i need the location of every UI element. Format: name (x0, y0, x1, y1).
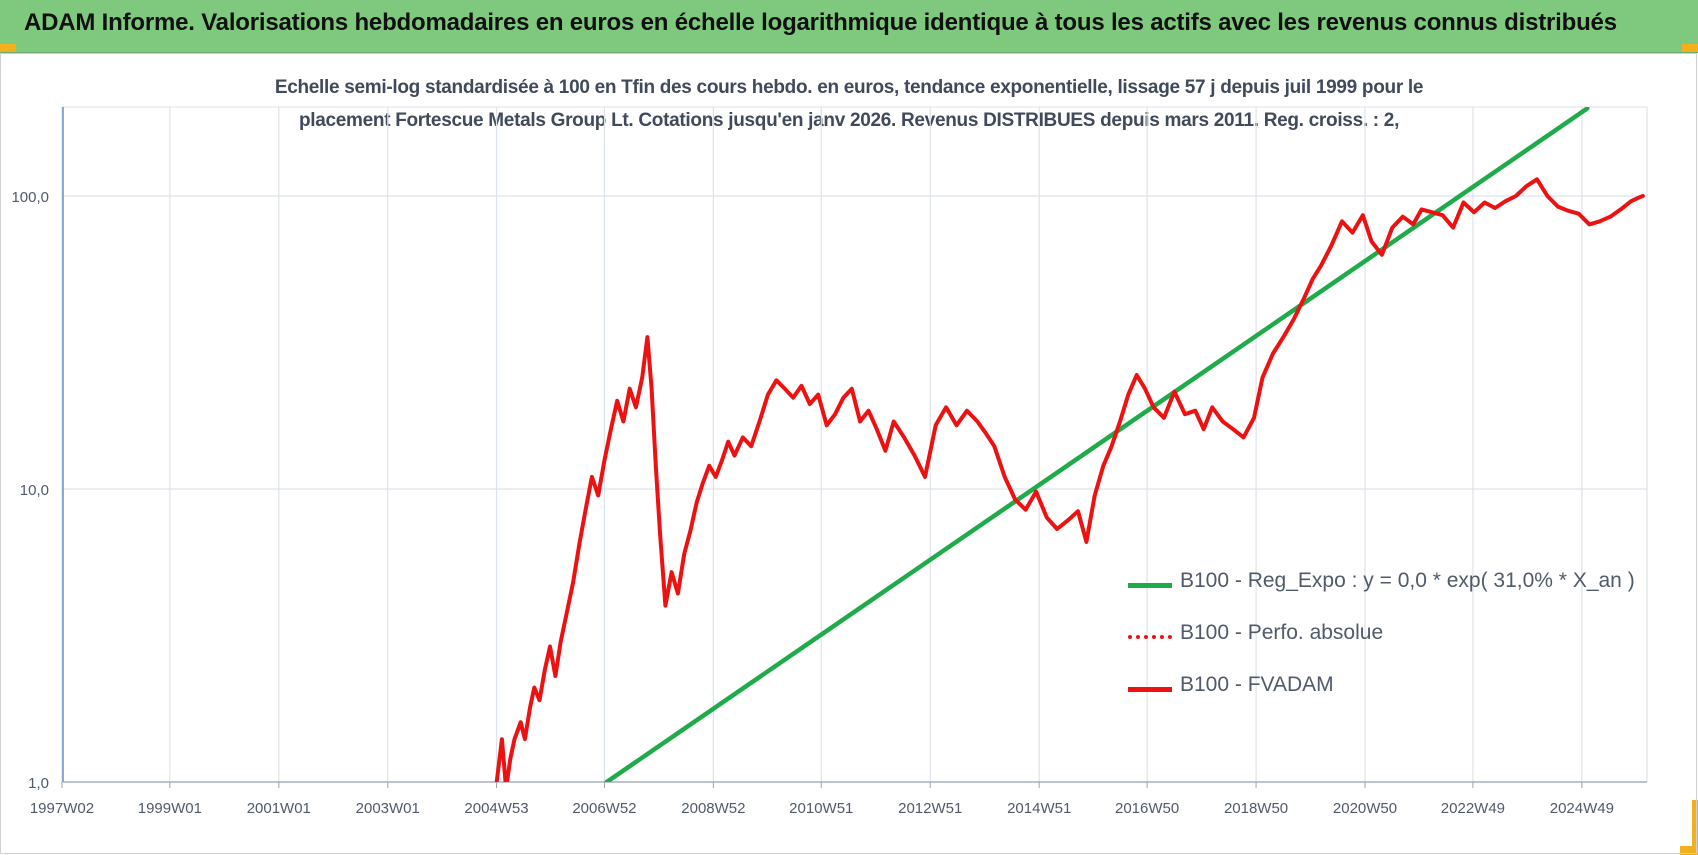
page-title: ADAM Informe. Valorisations hebdomadaire… (24, 9, 1617, 36)
series-fvadam-line (494, 177, 1645, 782)
corner-marker-bottom-right-h (1680, 846, 1698, 855)
y-tick-label: 10,0 (20, 482, 49, 499)
x-tick-label: 2001W01 (247, 800, 311, 817)
legend-label-perfo-absolue: B100 - Perfo. absolue (1180, 621, 1384, 644)
chart-title-line-1: Echelle semi-log standardisée à 100 en T… (274, 77, 1424, 98)
x-tick-label: 2022W49 (1441, 800, 1505, 817)
x-tick-label: 2003W01 (356, 800, 420, 817)
legend-swatch-reg-expo (1128, 583, 1172, 588)
x-tick-label: 2012W51 (898, 800, 962, 817)
y-tick-label: 1,0 (28, 775, 49, 792)
x-tick-label: 2020W50 (1333, 800, 1397, 817)
y-tick-label: 100,0 (11, 189, 49, 206)
series-reg-expo-line (604, 107, 1590, 782)
x-tick-label: 2008W52 (681, 800, 745, 817)
series (494, 107, 1645, 782)
x-tick-label: 1999W01 (138, 800, 202, 817)
x-tick-label: 2018W50 (1224, 800, 1288, 817)
x-tick-label: 2016W50 (1115, 800, 1179, 817)
x-tick-label: 2014W51 (1007, 800, 1071, 817)
legend-swatch-fvadam (1128, 687, 1172, 692)
x-tick-label: 2006W52 (572, 800, 636, 817)
x-tick-label: 2024W49 (1550, 800, 1614, 817)
tick-labels: 1,0 10,0 100,0 1997W02 1999W01 2001W01 2003W01… (11, 189, 1614, 817)
legend-label-fvadam: B100 - FVADAM (1180, 673, 1334, 696)
x-tick-label: 2004W53 (464, 800, 528, 817)
corner-marker-top-right (1682, 44, 1698, 52)
corner-marker-bottom-right (1692, 800, 1698, 855)
legend-swatch-perfo-absolue (1128, 635, 1172, 639)
chart-frame (0, 53, 1697, 854)
legend-label-reg-expo: B100 - Reg_Expo : y = 0,0 * exp( 31,0% *… (1180, 569, 1635, 592)
x-tick-label: 2010W51 (789, 800, 853, 817)
chart-title-line-2: placement Fortescue Metals Group Lt. Cot… (298, 110, 1400, 131)
corner-marker-top-left (0, 44, 16, 52)
axes (61, 107, 1647, 788)
x-tick-label: 1997W02 (30, 800, 94, 817)
header-bar: ADAM Informe. Valorisations hebdomadaire… (0, 0, 1698, 53)
grid-lines (61, 106, 1648, 783)
